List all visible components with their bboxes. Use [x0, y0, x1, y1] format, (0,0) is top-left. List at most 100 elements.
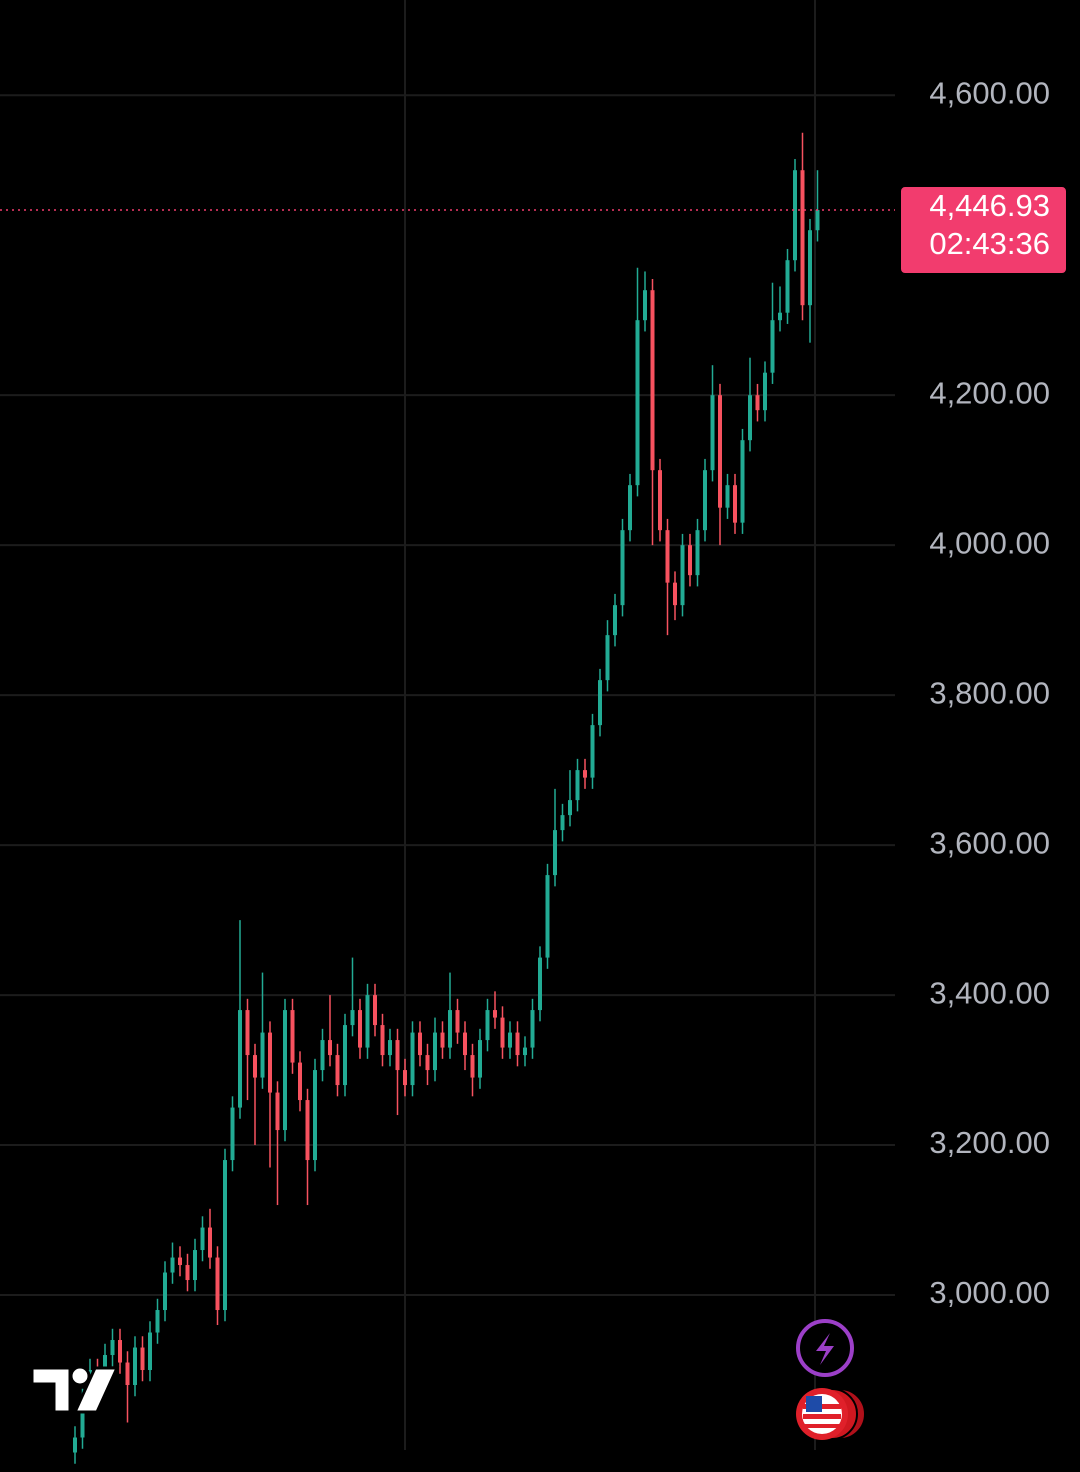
candle-body [283, 1010, 287, 1131]
last-price-label: 4,446.93 [929, 188, 1050, 223]
candle-body [485, 1010, 490, 1041]
candle-body [568, 800, 572, 816]
candle-body [590, 725, 595, 778]
candle-body [290, 1010, 295, 1063]
candle-body [560, 815, 565, 831]
candle-body [613, 605, 617, 636]
candle-body [628, 485, 632, 531]
candle-body [155, 1310, 160, 1333]
candle-body [440, 1032, 445, 1048]
candle-body [455, 1010, 460, 1033]
candle-body [335, 1055, 340, 1086]
candle-body [643, 290, 647, 321]
candle-body [500, 1017, 505, 1048]
candle-body [245, 1010, 250, 1056]
y-tick-label: 3,400.00 [929, 975, 1050, 1010]
candle-body [73, 1437, 77, 1453]
candle-body [200, 1227, 205, 1251]
last-price-box [901, 187, 1066, 274]
candle-body [718, 395, 722, 508]
candle-body [418, 1032, 422, 1056]
y-tick-label: 4,600.00 [929, 75, 1050, 110]
candle-body [388, 1040, 392, 1056]
y-tick-label: 3,800.00 [929, 675, 1050, 710]
candle-body [365, 995, 370, 1048]
y-tick-label: 3,200.00 [929, 1125, 1050, 1160]
candle-body [395, 1040, 400, 1071]
candle-body [598, 680, 602, 726]
candle-body [80, 1400, 85, 1438]
candle-body [695, 530, 700, 576]
candle-body [373, 995, 377, 1026]
candle-body [260, 1032, 265, 1078]
candle-body [770, 320, 775, 373]
countdown-label: 02:43:36 [929, 226, 1050, 261]
candle-body [530, 1010, 535, 1048]
candle-body [110, 1340, 115, 1356]
y-tick-label: 4,000.00 [929, 525, 1050, 560]
candle-body [680, 545, 685, 606]
candle-body [433, 1032, 437, 1071]
candle-body [815, 210, 820, 231]
candle-body [343, 1025, 347, 1086]
flag-icon[interactable] [796, 1388, 866, 1440]
candle-body [125, 1362, 130, 1386]
candle-body [703, 470, 707, 531]
candle-body [778, 312, 782, 321]
candle-body [358, 1010, 362, 1048]
candle-body [320, 1040, 325, 1071]
candle-body [238, 1010, 242, 1108]
candle-body [298, 1062, 302, 1101]
candle-body [725, 485, 730, 508]
candle-body [748, 395, 752, 441]
candle-body [605, 635, 610, 681]
candle-body [635, 320, 640, 486]
candle-body [275, 1092, 280, 1131]
tradingview-logo [30, 1365, 120, 1414]
candle-body [515, 1032, 520, 1056]
candle-body [328, 1040, 332, 1056]
candle-body [763, 372, 767, 411]
plot: 3,000.00 3,200.00 3,400.00 3,600.00 3,800.00… [0, 75, 1050, 1464]
candle-body [223, 1160, 227, 1311]
candle-body [448, 1010, 452, 1048]
candle-body [575, 770, 580, 801]
candle-body [733, 485, 737, 523]
candle-body [133, 1347, 137, 1386]
candle-body [538, 957, 542, 1011]
candle-body [808, 230, 812, 306]
candle-body [410, 1032, 415, 1086]
candle-body [208, 1227, 212, 1258]
candle-body [508, 1032, 512, 1048]
candle-body [380, 1025, 385, 1056]
candle-body [215, 1257, 220, 1311]
candle-body [425, 1055, 430, 1071]
candle-body [650, 290, 655, 471]
candle-body [785, 260, 790, 313]
candle-body [688, 545, 692, 576]
candle-body [553, 830, 557, 876]
candle-body [148, 1332, 152, 1371]
candle-body [740, 440, 745, 523]
candle-body [583, 770, 587, 778]
candle-body [230, 1107, 235, 1161]
candle-body [710, 395, 715, 471]
candle-body [478, 1040, 482, 1078]
candle-body [545, 875, 550, 958]
candle-body [800, 170, 805, 306]
candle-body [658, 470, 662, 531]
candle-body [470, 1055, 475, 1078]
candle-body [140, 1347, 145, 1371]
candle-body [350, 1010, 355, 1026]
candle-body [493, 1010, 497, 1018]
candle-body [403, 1070, 407, 1086]
lightning-icon[interactable] [796, 1319, 854, 1377]
candle-body [620, 530, 625, 606]
candle-body [463, 1032, 467, 1056]
y-tick-label: 3,600.00 [929, 825, 1050, 860]
candle-body [185, 1265, 190, 1281]
candle-body [313, 1070, 317, 1161]
candle-body [253, 1055, 257, 1078]
